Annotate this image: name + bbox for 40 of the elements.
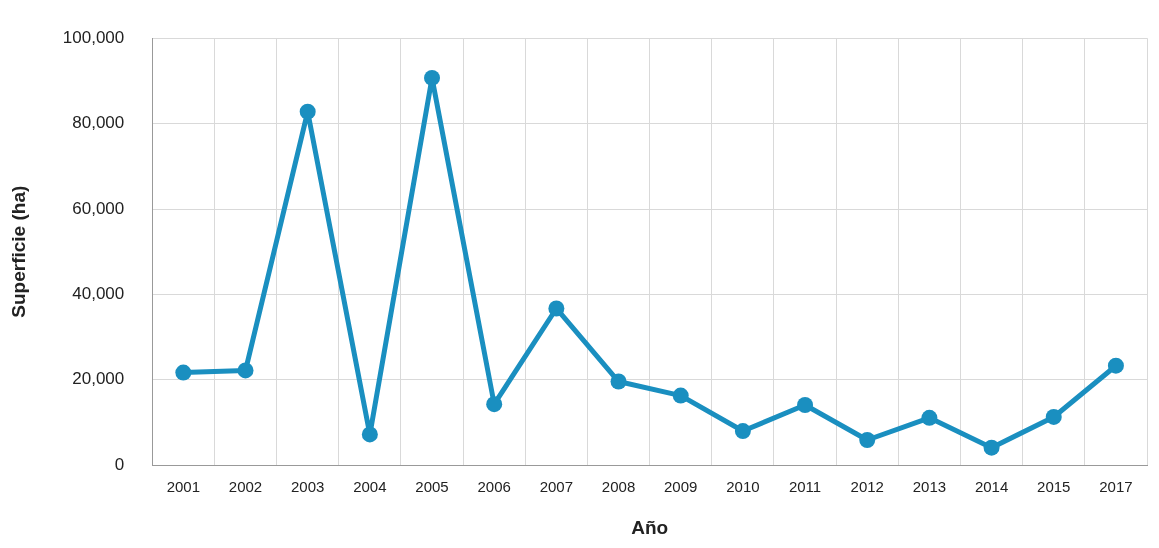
y-tick-label: 60,000 (72, 198, 125, 218)
point (983, 439, 1000, 456)
y-axis-title: Superficie (ha) (7, 185, 29, 318)
x-tick-label: 2008 (601, 478, 636, 496)
point (361, 426, 378, 443)
point (797, 396, 814, 413)
x-tick-label: 2007 (539, 478, 574, 496)
y-tick-label: 80,000 (72, 113, 125, 133)
point (859, 432, 876, 449)
x-tick-label: 2011 (788, 478, 822, 496)
point (921, 409, 938, 426)
x-tick-label: 2002 (228, 478, 263, 496)
point (672, 387, 689, 404)
x-tick-label: 2012 (850, 478, 884, 496)
y-tick-label: 0 (114, 454, 125, 474)
x-tick-label: 2005 (415, 478, 449, 496)
x-tick-label: 2014 (974, 478, 1009, 496)
x-axis-title: Año (631, 516, 669, 538)
x-tick-label: 2003 (290, 478, 325, 496)
x-tick-label: 2015 (1037, 478, 1071, 496)
point (548, 300, 565, 317)
x-tick-label: 2001 (166, 478, 201, 496)
y-tick-label: 40,000 (72, 284, 125, 304)
x-tick-label: 2004 (353, 478, 387, 496)
y-tick-label: 20,000 (72, 369, 125, 389)
point (1045, 408, 1062, 425)
point (175, 364, 192, 381)
x-tick-label: 2009 (664, 478, 698, 496)
x-tick-label: 2010 (726, 478, 760, 496)
x-tick-label: 2017 (1099, 478, 1133, 496)
point (299, 103, 316, 120)
point (1107, 357, 1124, 374)
point (610, 373, 627, 390)
y-tick-label: 100,000 (62, 27, 125, 47)
point (424, 69, 441, 86)
point (486, 396, 503, 413)
point (237, 362, 254, 379)
x-tick-label: 2006 (477, 478, 511, 496)
point (734, 423, 751, 440)
x-tick-label: 2013 (912, 478, 947, 496)
